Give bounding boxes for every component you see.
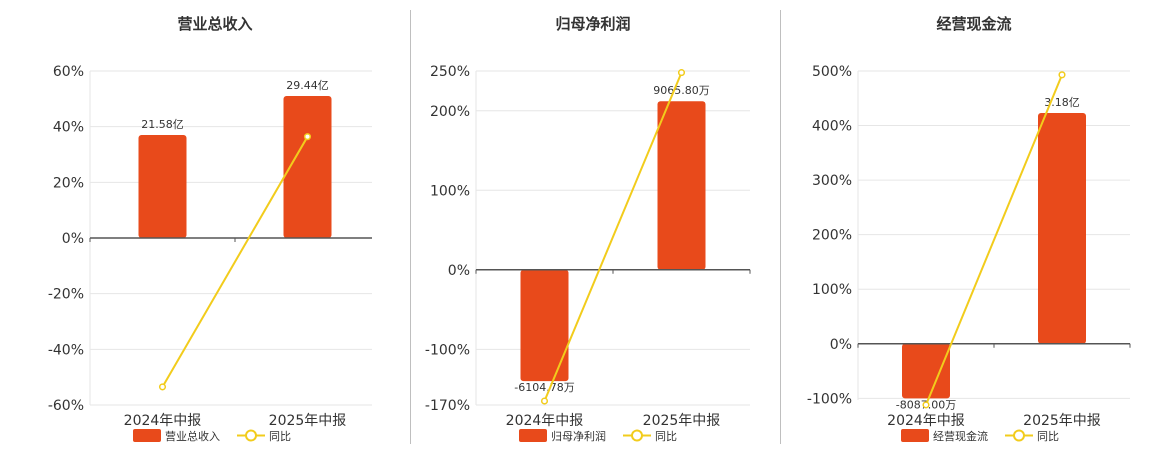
y-tick-label: -100% xyxy=(807,391,852,407)
legend-bar-swatch xyxy=(901,429,929,442)
y-tick-label: 250% xyxy=(430,64,470,80)
bar-data-label: 9065.80万 xyxy=(653,84,710,97)
panel-divider xyxy=(780,10,781,444)
x-category-label: 2024年中报 xyxy=(887,413,965,429)
bar xyxy=(283,96,332,238)
bar xyxy=(138,135,187,238)
y-tick-label: 300% xyxy=(812,173,852,189)
legend-line-marker xyxy=(245,429,257,442)
bar xyxy=(1038,113,1086,344)
net-profit-chart-panel: 归母净利润 -170% -100% 0% 100% 200% 250% -6104.78万 90… xyxy=(390,0,762,450)
yoy-point xyxy=(303,133,312,141)
legend-bar-label: 营业总收入 xyxy=(165,429,220,443)
x-category-label: 2025年中报 xyxy=(269,413,347,429)
y-tick-label: 60% xyxy=(53,64,84,80)
y-tick-label: 200% xyxy=(812,228,852,244)
y-tick-label: 100% xyxy=(812,282,852,298)
yoy-point xyxy=(1058,71,1066,79)
y-tick-label: -100% xyxy=(425,342,470,358)
legend-bar-swatch xyxy=(133,429,161,442)
y-tick-label: -20% xyxy=(48,287,84,303)
y-tick-label: 200% xyxy=(430,104,470,120)
yoy-point xyxy=(158,383,167,391)
net-profit-chart-svg: 归母净利润 -170% -100% 0% 100% 200% 250% -6104.78万 90… xyxy=(425,15,751,443)
bar xyxy=(902,343,950,399)
yoy-point xyxy=(922,401,930,409)
chart-title: 营业总收入 xyxy=(177,15,252,33)
legend-line-label: 同比 xyxy=(269,430,291,443)
legend-line-label: 同比 xyxy=(655,430,677,443)
y-tick-label: 100% xyxy=(430,183,470,199)
bar-data-label: -6104.78万 xyxy=(514,381,574,394)
revenue-chart-svg: 营业总收入 -60% -40% -20% 0% 20% 40% 60% 21.58亿 29.44亿… xyxy=(48,15,372,443)
yoy-line xyxy=(161,136,309,388)
chart-title: 归母净利润 xyxy=(555,15,630,33)
bar-data-label: 29.44亿 xyxy=(286,79,329,92)
y-tick-label: 0% xyxy=(830,337,852,353)
panel-divider xyxy=(410,10,411,444)
x-category-label: 2024年中报 xyxy=(506,413,584,429)
yoy-point xyxy=(677,69,686,77)
y-tick-label: 400% xyxy=(812,119,852,135)
y-tick-label: 0% xyxy=(62,231,84,247)
x-category-label: 2025年中报 xyxy=(643,413,721,429)
chart-title: 经营现金流 xyxy=(936,15,1011,33)
y-tick-label: 20% xyxy=(53,175,84,191)
bar-data-label: 21.58亿 xyxy=(141,118,184,131)
legend-bar-swatch xyxy=(519,429,547,442)
yoy-line xyxy=(543,72,683,402)
y-tick-label: 40% xyxy=(53,120,84,136)
bar xyxy=(657,101,706,270)
bar-data-label: 3.18亿 xyxy=(1044,96,1080,109)
bar xyxy=(520,269,569,382)
revenue-chart-panel: 营业总收入 -60% -40% -20% 0% 20% 40% 60% 21.58亿 29.44亿… xyxy=(0,0,372,450)
legend-line-marker xyxy=(1013,429,1025,442)
y-tick-label: 0% xyxy=(448,263,470,279)
x-category-label: 2025年中报 xyxy=(1023,413,1101,429)
legend-line-label: 同比 xyxy=(1037,430,1059,443)
yoy-line xyxy=(925,74,1063,406)
y-tick-label: -40% xyxy=(48,342,84,358)
cash-flow-chart-svg: 经营现金流-100%0%100%200%300%400%500%-8087.00… xyxy=(807,15,1131,443)
y-tick-label: -60% xyxy=(48,398,84,414)
legend-bar-label: 归母净利润 xyxy=(551,429,606,443)
legend-bar-label: 经营现金流 xyxy=(933,429,988,443)
y-tick-label: -170% xyxy=(425,398,470,414)
x-category-label: 2024年中报 xyxy=(124,413,202,429)
y-tick-label: 500% xyxy=(812,64,852,80)
legend-line-marker xyxy=(631,429,643,442)
yoy-point xyxy=(540,397,549,405)
cash-flow-chart-panel: 经营现金流-100%0%100%200%300%400%500%-8087.00… xyxy=(770,0,1142,450)
